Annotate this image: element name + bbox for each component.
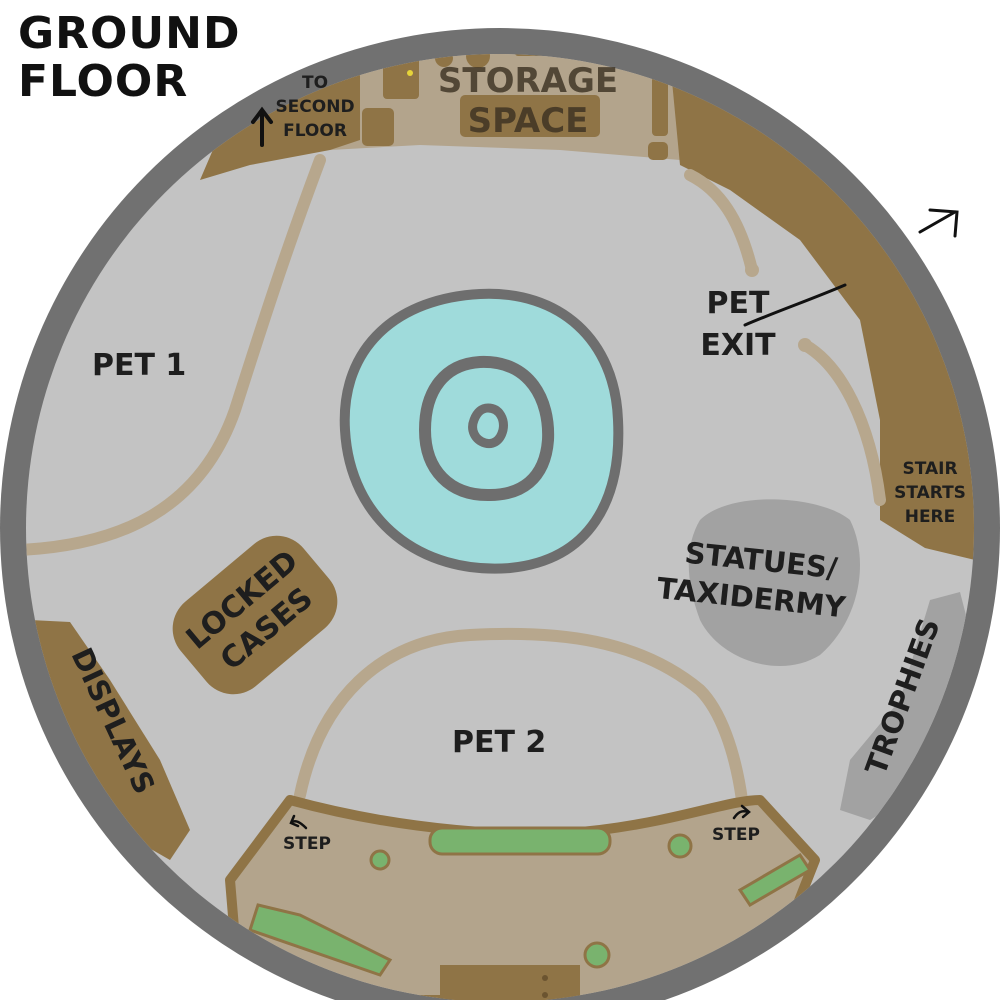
stage-grass: [248, 903, 393, 977]
stage-bush: [583, 941, 611, 969]
stage-bush: [369, 849, 391, 871]
pet-exit-line: EXIT: [700, 328, 776, 363]
step-arrow-icon: [289, 814, 308, 830]
locked-cases-area: [172, 535, 338, 695]
step-left-label: STEP: [283, 834, 331, 854]
storage-space-line: SPACE: [468, 101, 589, 141]
stair-line: STAIR: [902, 459, 957, 479]
path-end: [798, 338, 812, 352]
stage-steps: [440, 965, 580, 1000]
to-second-floor-label: TO SECOND FLOOR: [275, 73, 354, 141]
pet-2-label: PET 2: [452, 725, 546, 760]
stair-line: STARTS: [894, 483, 966, 503]
step-right-label: STEP: [712, 825, 760, 845]
stair-label: STAIR STARTS HERE: [894, 459, 966, 527]
pet-exit-line: PET: [707, 286, 770, 321]
step-arrow-icon: [732, 804, 751, 820]
stage-steps-dot: [542, 992, 548, 998]
pool-middle-ring: [418, 355, 555, 502]
stage-grass: [428, 826, 612, 856]
pet-exit-label: PET EXIT: [700, 286, 776, 363]
stage-grass: [737, 852, 813, 908]
to-second-floor-line: FLOOR: [283, 121, 347, 141]
statues-area: [688, 499, 860, 667]
storage-space-line: STORAGE: [438, 61, 618, 101]
footpaths: [26, 154, 886, 806]
trophies-area: [840, 592, 974, 820]
map-title-line1: GROUND: [18, 8, 240, 59]
displays-area: [30, 620, 190, 860]
second-floor-landing: [200, 60, 360, 180]
storage-dot: [407, 70, 413, 76]
up-arrow-icon: [251, 106, 273, 147]
stage-bush: [667, 833, 693, 859]
map-title-line2: FLOOR: [18, 56, 188, 107]
to-second-floor-line: SECOND: [275, 97, 354, 117]
storage-space-label: STORAGE SPACE: [438, 61, 618, 141]
to-second-floor-line: TO: [302, 73, 328, 93]
pool-center: [468, 403, 508, 449]
stage-steps-dot: [542, 975, 548, 981]
path-end: [745, 263, 759, 277]
stair-line: HERE: [905, 507, 956, 527]
exit-arrow-icon: [743, 208, 959, 327]
pet-1-label: PET 1: [92, 348, 186, 383]
